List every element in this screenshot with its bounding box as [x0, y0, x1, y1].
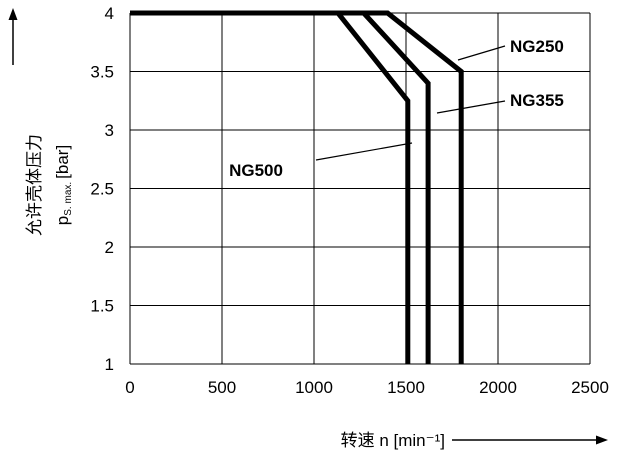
y-axis-title: 允许壳体压力: [25, 134, 44, 236]
series-label-ng250: NG250: [510, 37, 564, 56]
x-tick-label: 2500: [571, 378, 609, 397]
series-label-ng500: NG500: [229, 161, 283, 180]
y-axis-title-cn: 允许壳体压力: [25, 134, 44, 236]
y-axis-symbol-sub: S. max.: [63, 182, 74, 216]
leader-line-ng250: [457, 45, 506, 61]
leader-line-ng355: [436, 100, 506, 114]
y-tick-label: 1.5: [90, 297, 114, 316]
y-tick-label: 3.5: [90, 63, 114, 82]
x-axis-title: 转速 n [min⁻¹]: [341, 431, 445, 450]
x-tick-label: 500: [208, 378, 236, 397]
y-tick-label: 4: [105, 4, 114, 23]
grid: [129, 12, 591, 365]
series-label-ng355: NG355: [510, 91, 564, 110]
y-axis-symbol-p: p: [53, 216, 72, 225]
series-line-ng500: [130, 10, 411, 364]
series: [130, 10, 464, 364]
y-axis-symbol-unit: [bar]: [53, 145, 72, 179]
x-tick-label: 1500: [387, 378, 425, 397]
y-axis-symbol: pS. max. [bar]: [53, 145, 74, 225]
tick-labels: 0 500 1000 1500 2000 2500 1 1.5 2 2.5 3 3.5 4: [90, 4, 609, 397]
y-tick-label: 1: [105, 355, 114, 374]
leader-line-ng500: [315, 142, 413, 161]
x-axis-arrow: [452, 435, 608, 445]
series-labels: NG250 NG355 NG500: [229, 37, 564, 180]
y-tick-label: 2.5: [90, 180, 114, 199]
y-axis-arrow: [8, 8, 18, 65]
x-tick-label: 2000: [479, 378, 517, 397]
x-tick-label: 0: [125, 378, 134, 397]
y-tick-label: 2: [105, 238, 114, 257]
y-tick-label: 3: [105, 121, 114, 140]
x-tick-label: 1000: [295, 378, 333, 397]
